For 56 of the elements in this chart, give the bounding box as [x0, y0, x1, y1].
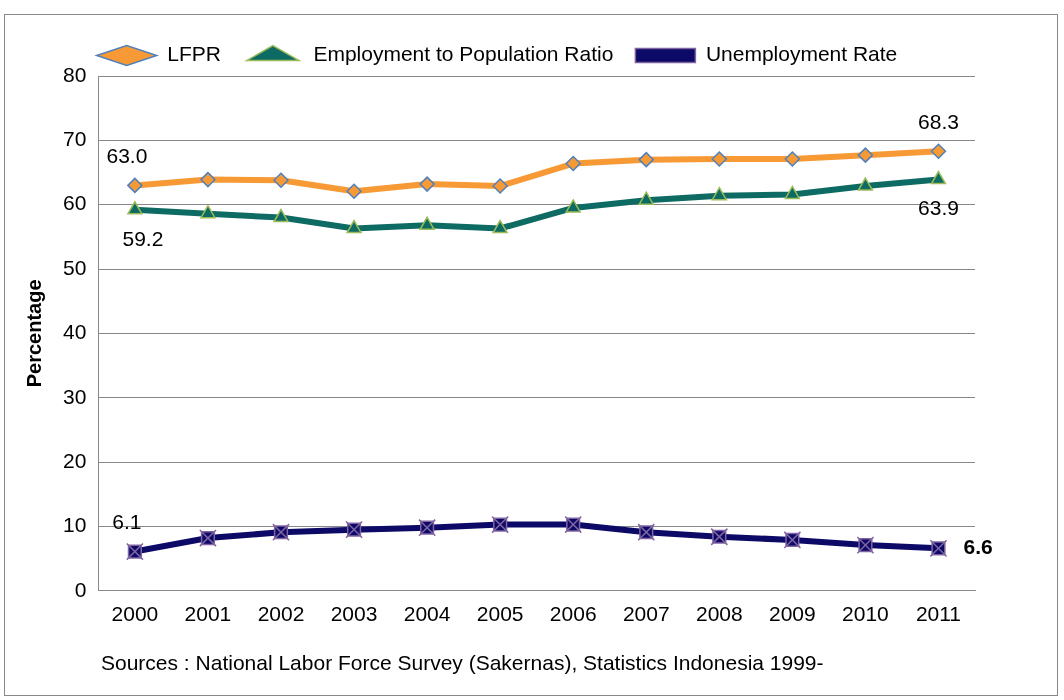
- data-label: 59.2: [122, 226, 164, 250]
- point: [711, 151, 728, 167]
- x-tick-label: 2010: [842, 602, 889, 626]
- legend-label: Employment to Population Ratio: [313, 42, 614, 66]
- y-tick-label: 20: [63, 448, 87, 472]
- point: [711, 186, 727, 201]
- point: [200, 204, 216, 219]
- source-note: Sources : National Labor Force Survey (Sakernas), Statistics Indonesia 1999-: [100, 651, 825, 675]
- data-label: 63.0: [106, 144, 148, 168]
- data-label: 6.6: [963, 535, 993, 559]
- data-label: 68.3: [918, 110, 959, 134]
- x-tick-label: 2009: [769, 602, 816, 626]
- x-tick-label: 2006: [549, 602, 597, 626]
- point: [273, 172, 289, 188]
- point: [200, 171, 216, 188]
- point: [784, 185, 801, 200]
- legend-label: LFPR: [167, 42, 221, 66]
- point: [930, 143, 947, 160]
- point: [638, 191, 654, 205]
- point: [492, 178, 508, 194]
- point: [784, 151, 801, 167]
- y-axis-title: Percentage: [22, 279, 45, 388]
- x-tick-label: 2000: [111, 602, 159, 626]
- point: [127, 201, 143, 215]
- point: [273, 208, 289, 223]
- y-tick-label: 70: [63, 127, 87, 151]
- x-tick-label: 2002: [257, 602, 305, 626]
- point: [346, 183, 362, 199]
- x-tick-label: 2008: [695, 602, 743, 626]
- data-label: 6.1: [112, 510, 142, 534]
- x-tick-label: 2011: [915, 602, 962, 626]
- y-tick-label: 50: [63, 255, 87, 279]
- data-label: 63.9: [918, 196, 959, 220]
- y-tick-label: 60: [63, 191, 87, 215]
- point: [930, 170, 947, 185]
- y-tick-label: 30: [63, 384, 87, 408]
- x-tick-label: 2004: [403, 602, 451, 626]
- point: [565, 155, 581, 172]
- point: [127, 177, 143, 194]
- y-tick-label: 40: [63, 320, 87, 344]
- x-tick-label: 2003: [330, 602, 378, 626]
- x-tick-label: 2001: [184, 602, 232, 626]
- y-tick-label: 10: [63, 513, 87, 537]
- legend-label: Unemployment Rate: [705, 42, 898, 66]
- point: [346, 219, 362, 234]
- point: [638, 151, 655, 168]
- point: [857, 177, 874, 191]
- point: [565, 199, 581, 213]
- y-tick-label: 0: [74, 577, 87, 601]
- point: [419, 216, 435, 231]
- point: [857, 147, 874, 163]
- x-tick-label: 2005: [476, 602, 524, 626]
- y-tick-label: 80: [63, 62, 87, 86]
- point: [419, 176, 435, 192]
- point: [492, 219, 508, 234]
- x-tick-label: 2007: [622, 602, 670, 626]
